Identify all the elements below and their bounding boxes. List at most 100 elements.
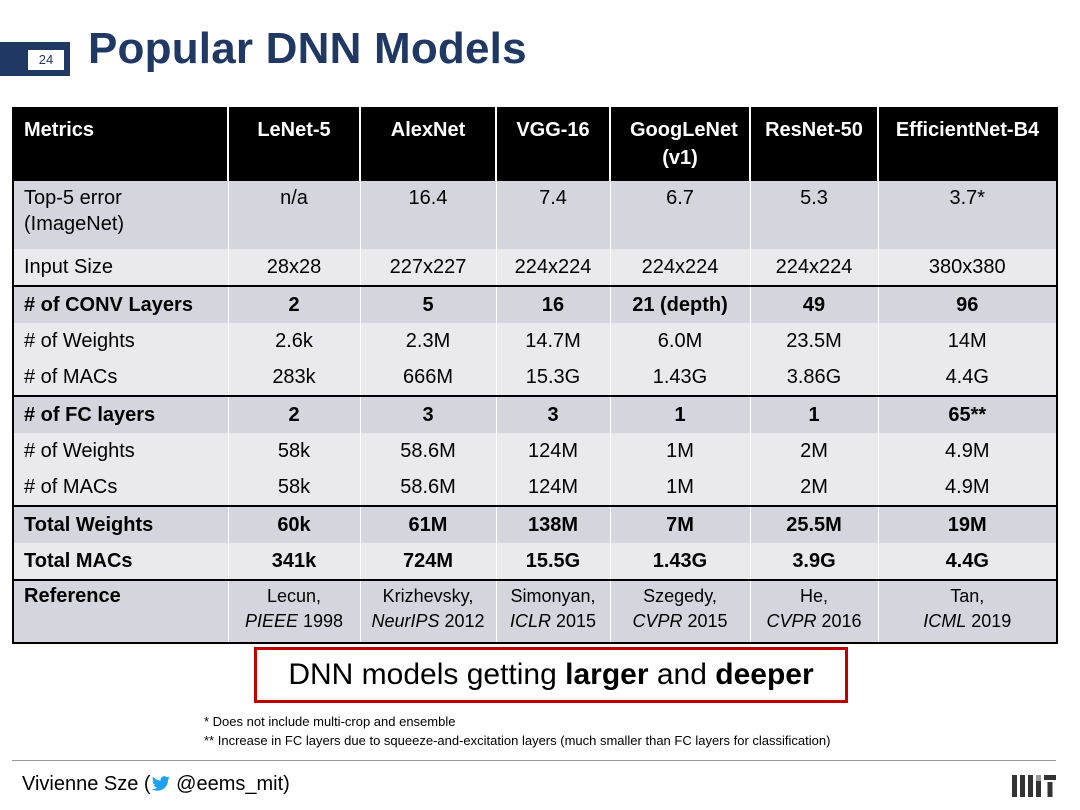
- reference-year: 2015: [687, 611, 728, 631]
- table-cell: 1: [609, 395, 750, 433]
- table-cell: 724M: [359, 543, 496, 580]
- table-cell: 15.5G: [495, 543, 610, 580]
- table-cell: 15.3G: [495, 359, 610, 396]
- row-label: Top-5 error (ImageNet): [12, 179, 228, 249]
- table-cell: 2M: [749, 433, 878, 469]
- table-cell: 1M: [609, 469, 750, 506]
- table-cell: 14.7M: [495, 323, 610, 359]
- reference-year: 1998: [303, 611, 344, 631]
- reference-year: 2012: [444, 611, 485, 631]
- reference-year: 2019: [971, 611, 1012, 631]
- reference-cell: Szegedy, CVPR 2015: [609, 579, 750, 643]
- dnn-models-table: Metrics LeNet-5 AlexNet VGG-16 GoogLeNet…: [12, 107, 1058, 644]
- row-label: Input Size: [12, 249, 228, 286]
- table-cell: 21 (depth): [609, 285, 750, 323]
- table-cell: 1M: [609, 433, 750, 469]
- table-row: Total Weights 60k 61M 138M 7M 25.5M 19M: [12, 505, 1057, 543]
- table-cell: 3: [495, 395, 610, 433]
- footer-divider: [12, 760, 1056, 761]
- table-cell: 2: [227, 395, 360, 433]
- reference-author: Szegedy,: [643, 586, 717, 606]
- slide-number: 24: [28, 50, 64, 70]
- reference-author: Simonyan,: [510, 586, 596, 606]
- table-row: Total MACs 341k 724M 15.5G 1.43G 3.9G 4.4G: [12, 543, 1057, 580]
- callout-text-and: and: [648, 658, 716, 691]
- reference-cell: Simonyan, ICLR 2015: [495, 579, 610, 643]
- table-cell: 58k: [227, 433, 360, 469]
- callout-box: DNN models getting larger and deeper: [254, 647, 848, 703]
- reference-year: 2016: [821, 611, 862, 631]
- reference-cell: Lecun, PIEEE 1998: [227, 579, 360, 643]
- row-label-line2: (ImageNet): [24, 213, 125, 235]
- table-cell: 16.4: [359, 179, 496, 249]
- table-cell: 7.4: [495, 179, 610, 249]
- reference-cell: He, CVPR 2016: [749, 579, 878, 643]
- table-cell: 61M: [359, 505, 496, 543]
- header-cell: GoogLeNet (v1): [609, 108, 750, 180]
- table-cell: 341k: [227, 543, 360, 580]
- row-label: # of CONV Layers: [12, 285, 228, 323]
- reference-author: He,: [799, 586, 828, 606]
- footer-credit: Vivienne Sze ( @eems_mit): [22, 773, 290, 796]
- table-cell: 2.6k: [227, 323, 360, 359]
- table-cell: 58.6M: [359, 433, 496, 469]
- table-cell: 2.3M: [359, 323, 496, 359]
- table-cell: 5.3: [749, 179, 878, 249]
- table-row: # of MACs 283k 666M 15.3G 1.43G 3.86G 4.4G: [12, 359, 1057, 396]
- reference-row: Reference Lecun, PIEEE 1998 Krizhevsky, Neur…: [12, 579, 1057, 643]
- table-cell: 28x28: [227, 249, 360, 286]
- table-cell: 49: [749, 285, 878, 323]
- reference-venue: CVPR: [766, 611, 817, 631]
- row-label: # of FC layers: [12, 395, 228, 433]
- table-cell: 65**: [877, 395, 1057, 433]
- reference-cell: Krizhevsky, NeurIPS 2012: [359, 579, 496, 643]
- footnote-1: * Does not include multi-crop and ensemb…: [204, 714, 456, 729]
- row-label: # of Weights: [12, 323, 228, 359]
- table-header-row: Metrics LeNet-5 AlexNet VGG-16 GoogLeNet…: [13, 108, 1057, 180]
- reference-cell: Tan, ICML 2019: [877, 579, 1057, 643]
- table-cell: 5: [359, 285, 496, 323]
- header-googlenet: GoogLeNet (v1): [630, 119, 738, 169]
- table-cell: 4.4G: [877, 543, 1057, 580]
- row-label: # of MACs: [12, 359, 228, 396]
- header-cell: LeNet-5: [227, 108, 360, 180]
- row-label: Reference: [12, 579, 228, 643]
- table-cell: 2: [227, 285, 360, 323]
- table-cell: 4.4G: [877, 359, 1057, 396]
- table-cell: 4.9M: [877, 469, 1057, 506]
- table-cell: 6.7: [609, 179, 750, 249]
- table-cell: 14M: [877, 323, 1057, 359]
- table-cell: 1.43G: [609, 359, 750, 396]
- callout-text: DNN models getting: [288, 658, 566, 691]
- table-cell: 666M: [359, 359, 496, 396]
- table-cell: 224x224: [495, 249, 610, 286]
- row-label: # of MACs: [12, 469, 228, 506]
- table-cell: n/a: [227, 179, 360, 249]
- table-cell: 227x227: [359, 249, 496, 286]
- reference-author: Tan,: [950, 586, 985, 606]
- table-row: # of CONV Layers 2 5 16 21 (depth) 49 96: [12, 285, 1057, 323]
- table-cell: 58.6M: [359, 469, 496, 506]
- table-cell: 380x380: [877, 249, 1057, 286]
- table-cell: 58k: [227, 469, 360, 506]
- table-row: # of MACs 58k 58.6M 124M 1M 2M 4.9M: [12, 469, 1057, 506]
- table-row: # of FC layers 2 3 3 1 1 65**: [12, 395, 1057, 433]
- table-cell: 224x224: [749, 249, 878, 286]
- header-cell: AlexNet: [359, 108, 496, 180]
- table-cell: 4.9M: [877, 433, 1057, 469]
- table-cell: 19M: [877, 505, 1057, 543]
- reference-year: 2015: [555, 611, 597, 631]
- footer-author: Vivienne Sze (: [22, 773, 151, 795]
- table-cell: 16: [495, 285, 610, 323]
- table-cell: 3: [359, 395, 496, 433]
- row-label: # of Weights: [12, 433, 228, 469]
- slide-title: Popular DNN Models: [88, 24, 527, 73]
- reference-author: Krizhevsky,: [382, 586, 474, 606]
- reference-venue: NeurIPS: [371, 611, 440, 631]
- table-cell: 25.5M: [749, 505, 878, 543]
- row-label: Total Weights: [12, 505, 228, 543]
- table-cell: 3.9G: [749, 543, 878, 580]
- table-row: # of Weights 2.6k 2.3M 14.7M 6.0M 23.5M 14M: [12, 323, 1057, 359]
- reference-venue: ICLR: [509, 611, 551, 631]
- header-cell: Metrics: [13, 108, 228, 180]
